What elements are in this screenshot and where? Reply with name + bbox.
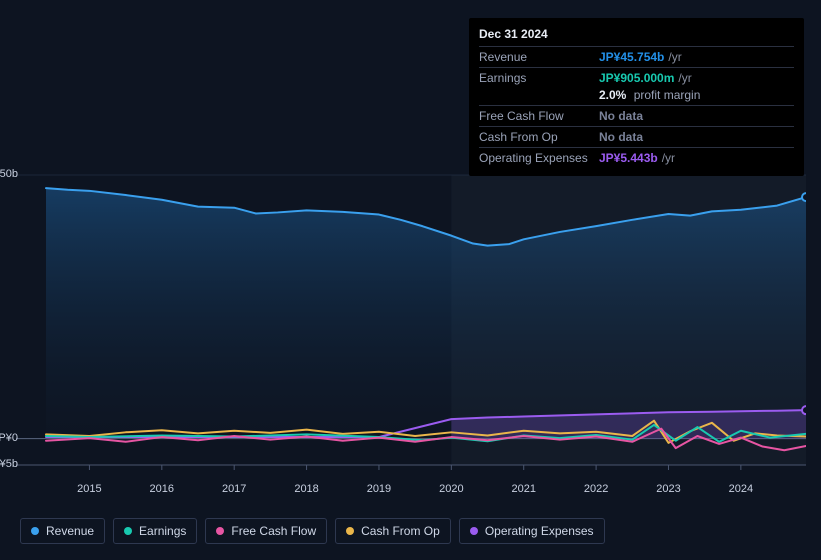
x-axis-label: 2017	[222, 483, 246, 495]
legend-item[interactable]: Revenue	[20, 518, 105, 544]
financials-chart[interactable]: JP¥50bJP¥0-JP¥5b	[16, 160, 806, 480]
y-axis-label: -JP¥5b	[0, 458, 18, 470]
x-axis-label: 2020	[439, 483, 463, 495]
tooltip-value-wrap: No data	[599, 130, 643, 144]
tooltip-row: EarningsJP¥905.000m/yr	[479, 67, 794, 88]
tooltip-date: Dec 31 2024	[479, 24, 794, 46]
legend-label: Cash From Op	[361, 524, 440, 538]
tooltip-row: Operating ExpensesJP¥5.443b/yr	[479, 147, 794, 168]
tooltip-row: Cash From OpNo data	[479, 126, 794, 147]
tooltip-label: Cash From Op	[479, 130, 599, 144]
legend-item[interactable]: Cash From Op	[335, 518, 451, 544]
tooltip-value-wrap: JP¥5.443b/yr	[599, 151, 675, 165]
x-axis-label: 2018	[294, 483, 318, 495]
legend-dot	[216, 527, 224, 535]
tooltip-value-wrap: JP¥905.000m/yr	[599, 71, 692, 85]
legend-item[interactable]: Free Cash Flow	[205, 518, 327, 544]
tooltip-row: Free Cash FlowNo data	[479, 105, 794, 126]
tooltip-label: Free Cash Flow	[479, 109, 599, 123]
tooltip-value: JP¥5.443b	[599, 151, 658, 165]
chart-tooltip: Dec 31 2024 RevenueJP¥45.754b/yrEarnings…	[469, 18, 804, 176]
legend-item[interactable]: Earnings	[113, 518, 197, 544]
tooltip-label: Operating Expenses	[479, 151, 599, 165]
tooltip-value: No data	[599, 109, 643, 123]
legend-item[interactable]: Operating Expenses	[459, 518, 605, 544]
legend-label: Free Cash Flow	[231, 524, 316, 538]
x-axis-label: 2021	[511, 483, 535, 495]
tooltip-value: No data	[599, 130, 643, 144]
x-axis-label: 2019	[367, 483, 391, 495]
tooltip-value: JP¥905.000m	[599, 71, 674, 85]
chart-legend: Revenue Earnings Free Cash Flow Cash From O…	[20, 518, 605, 544]
legend-dot	[346, 527, 354, 535]
tooltip-value-wrap: JP¥45.754b/yr	[599, 50, 682, 64]
legend-label: Operating Expenses	[485, 524, 594, 538]
legend-dot	[470, 527, 478, 535]
tooltip-value: JP¥45.754b	[599, 50, 664, 64]
x-axis-label: 2016	[150, 483, 174, 495]
tooltip-label: Earnings	[479, 71, 599, 85]
tooltip-label: Revenue	[479, 50, 599, 64]
y-axis-label: JP¥0	[0, 432, 18, 444]
legend-dot	[124, 527, 132, 535]
tooltip-value-wrap: No data	[599, 109, 643, 123]
legend-label: Earnings	[139, 524, 186, 538]
tooltip-row: 2.0% profit margin	[479, 88, 794, 105]
legend-label: Revenue	[46, 524, 94, 538]
x-axis-label: 2022	[584, 483, 608, 495]
x-axis-label: 2023	[656, 483, 680, 495]
x-axis-label: 2015	[77, 483, 101, 495]
x-axis-label: 2024	[729, 483, 753, 495]
tooltip-row: RevenueJP¥45.754b/yr	[479, 46, 794, 67]
y-axis-label: JP¥50b	[0, 168, 18, 180]
legend-dot	[31, 527, 39, 535]
